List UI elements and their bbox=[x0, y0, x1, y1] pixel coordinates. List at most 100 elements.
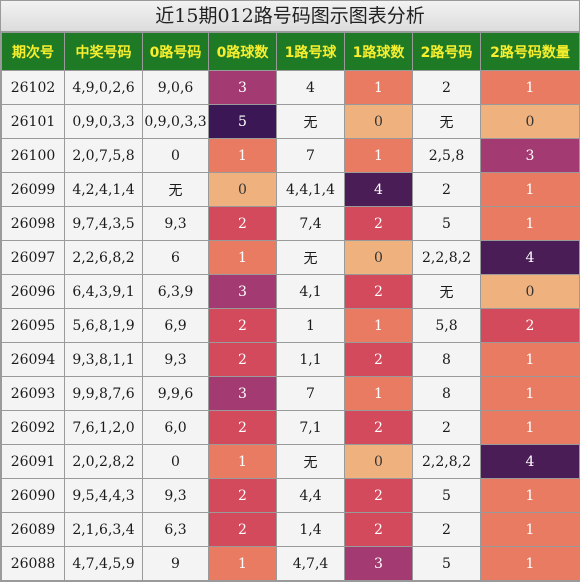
table-cell: 7,6,1,2,0 bbox=[64, 410, 143, 445]
table-cell: 8 bbox=[412, 376, 481, 411]
table-cell: 6 bbox=[142, 240, 209, 275]
table-cell: 26095 bbox=[1, 308, 65, 343]
count-cell: 2 bbox=[208, 410, 277, 445]
table-cell: 26092 bbox=[1, 410, 65, 445]
table-row: 26088 4,7,4,5,9 9 1 4,7,4 3 5 1 bbox=[1, 546, 580, 581]
table-cell: 9,0,6 bbox=[142, 70, 209, 105]
table-row: 26095 5,6,8,1,9 6,9 2 1 1 5,8 2 bbox=[1, 308, 580, 343]
table-cell: 6,3 bbox=[142, 512, 209, 547]
table-cell: 无 bbox=[276, 240, 345, 275]
table-cell: 1,1 bbox=[276, 342, 345, 377]
count-cell: 1 bbox=[480, 410, 580, 445]
column-header: 2路号码 bbox=[412, 32, 481, 71]
table-cell: 7,1 bbox=[276, 410, 345, 445]
table-cell: 9,9,8,7,6 bbox=[64, 376, 143, 411]
count-cell: 1 bbox=[480, 512, 580, 547]
count-cell: 1 bbox=[480, 342, 580, 377]
count-cell: 2 bbox=[208, 478, 277, 513]
page-title: 近15期012路号码图示图表分析 bbox=[1, 1, 579, 32]
count-cell: 3 bbox=[480, 138, 580, 173]
count-cell: 2 bbox=[208, 308, 277, 343]
table-cell: 7 bbox=[276, 376, 345, 411]
count-cell: 4 bbox=[480, 240, 580, 275]
table-cell: 2,2,8,2 bbox=[412, 240, 481, 275]
column-header: 2路号码数量 bbox=[480, 32, 580, 71]
table-row: 26094 9,3,8,1,1 9,3 2 1,1 2 8 1 bbox=[1, 342, 580, 377]
count-cell: 1 bbox=[480, 206, 580, 241]
count-cell: 0 bbox=[344, 104, 413, 139]
table-cell: 5 bbox=[412, 206, 481, 241]
table-cell: 9,7,4,3,5 bbox=[64, 206, 143, 241]
table-cell: 无 bbox=[412, 274, 481, 309]
count-cell: 2 bbox=[344, 342, 413, 377]
table-cell: 6,9 bbox=[142, 308, 209, 343]
table-cell: 6,0 bbox=[142, 410, 209, 445]
table-cell: 26093 bbox=[1, 376, 65, 411]
table-cell: 9 bbox=[142, 546, 209, 581]
table-cell: 0,9,0,3,3 bbox=[64, 104, 143, 139]
table-cell: 9,3,8,1,1 bbox=[64, 342, 143, 377]
table-cell: 4,4,1,4 bbox=[276, 172, 345, 207]
table-row: 26100 2,0,7,5,8 0 1 7 1 2,5,8 3 bbox=[1, 138, 580, 173]
table-cell: 无 bbox=[276, 444, 345, 479]
count-cell: 1 bbox=[480, 546, 580, 581]
count-cell: 0 bbox=[344, 240, 413, 275]
table-cell: 26088 bbox=[1, 546, 65, 581]
count-cell: 1 bbox=[344, 376, 413, 411]
table-row: 26098 9,7,4,3,5 9,3 2 7,4 2 5 1 bbox=[1, 206, 580, 241]
table-cell: 2 bbox=[412, 512, 481, 547]
count-cell: 1 bbox=[208, 240, 277, 275]
table-cell: 0 bbox=[142, 444, 209, 479]
table-cell: 4,2,4,1,4 bbox=[64, 172, 143, 207]
table-cell: 9,9,6 bbox=[142, 376, 209, 411]
count-cell: 2 bbox=[480, 308, 580, 343]
count-cell: 5 bbox=[208, 104, 277, 139]
table-cell: 0,9,0,3,3 bbox=[142, 104, 209, 139]
table-cell: 2 bbox=[412, 172, 481, 207]
table-cell: 无 bbox=[412, 104, 481, 139]
table-cell: 26089 bbox=[1, 512, 65, 547]
table-cell: 26101 bbox=[1, 104, 65, 139]
table-row: 26099 4,2,4,1,4 无 0 4,4,1,4 4 2 1 bbox=[1, 172, 580, 207]
table-cell: 26090 bbox=[1, 478, 65, 513]
table-row: 26092 7,6,1,2,0 6,0 2 7,1 2 2 1 bbox=[1, 410, 580, 445]
table-cell: 2,2,8,2 bbox=[412, 444, 481, 479]
count-cell: 1 bbox=[208, 444, 277, 479]
count-cell: 1 bbox=[208, 546, 277, 581]
table-cell: 5,6,8,1,9 bbox=[64, 308, 143, 343]
table-cell: 8 bbox=[412, 342, 481, 377]
table-cell: 2,2,6,8,2 bbox=[64, 240, 143, 275]
count-cell: 2 bbox=[208, 512, 277, 547]
table-row: 26097 2,2,6,8,2 6 1 无 0 2,2,8,2 4 bbox=[1, 240, 580, 275]
count-cell: 2 bbox=[344, 410, 413, 445]
table-cell: 26094 bbox=[1, 342, 65, 377]
table-cell: 0 bbox=[142, 138, 209, 173]
table-row: 26090 9,5,4,4,3 9,3 2 4,4 2 5 1 bbox=[1, 478, 580, 513]
table-cell: 4 bbox=[276, 70, 345, 105]
count-cell: 3 bbox=[344, 546, 413, 581]
table-cell: 9,3 bbox=[142, 478, 209, 513]
table-cell: 2,1,6,3,4 bbox=[64, 512, 143, 547]
count-cell: 2 bbox=[344, 478, 413, 513]
table-row: 26101 0,9,0,3,3 0,9,0,3,3 5 无 0 无 0 bbox=[1, 104, 580, 139]
table-cell: 9,3 bbox=[142, 206, 209, 241]
table-row: 26091 2,0,2,8,2 0 1 无 0 2,2,8,2 4 bbox=[1, 444, 580, 479]
count-cell: 3 bbox=[208, 274, 277, 309]
table-row: 26096 6,4,3,9,1 6,3,9 3 4,1 2 无 0 bbox=[1, 274, 580, 309]
table-cell: 4,9,0,2,6 bbox=[64, 70, 143, 105]
count-cell: 1 bbox=[344, 308, 413, 343]
table-cell: 5 bbox=[412, 478, 481, 513]
column-header: 1路球数 bbox=[344, 32, 413, 71]
count-cell: 2 bbox=[344, 206, 413, 241]
table-cell: 2,0,7,5,8 bbox=[64, 138, 143, 173]
table-cell: 2,0,2,8,2 bbox=[64, 444, 143, 479]
table-cell: 2 bbox=[412, 70, 481, 105]
analysis-table: 期次号 中奖号码 0路号码 0路球数 1路号球 1路球数 2路号码 2路号码数量 26102 4… bbox=[1, 32, 580, 581]
table-cell: 5,8 bbox=[412, 308, 481, 343]
count-cell: 1 bbox=[344, 138, 413, 173]
table-cell: 26096 bbox=[1, 274, 65, 309]
table-body: 26102 4,9,0,2,6 9,0,6 3 4 1 2 1 26101 0,9,0,3,3 0,… bbox=[1, 70, 580, 581]
column-header: 1路号球 bbox=[276, 32, 345, 71]
table-cell: 1,4 bbox=[276, 512, 345, 547]
